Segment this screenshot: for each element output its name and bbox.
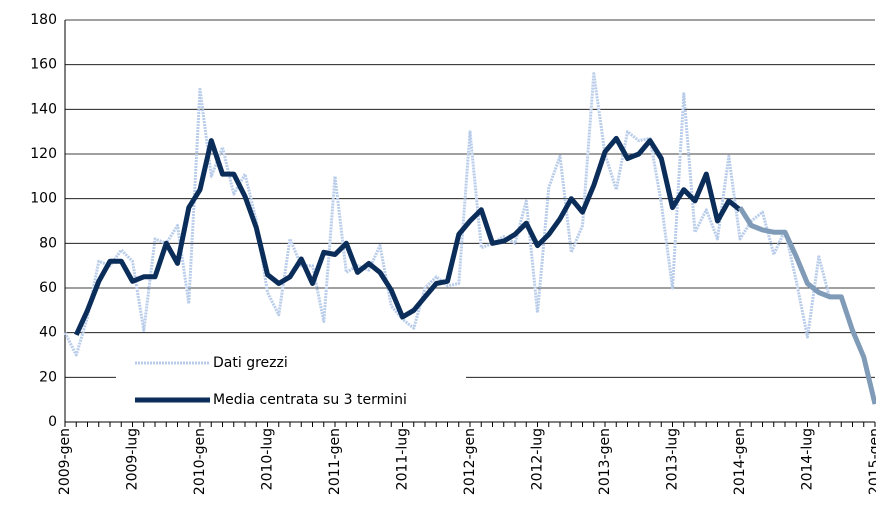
x-tick-label: 2012-gen bbox=[462, 428, 478, 495]
x-tick-label: 2014-gen bbox=[732, 428, 748, 495]
x-tick-label: 2010-gen bbox=[192, 428, 208, 495]
legend-label: Dati grezzi bbox=[213, 355, 288, 371]
x-tick-label: 2014-lug bbox=[800, 428, 816, 490]
y-tick-label: 40 bbox=[39, 325, 57, 341]
x-tick-label: 2015-gen bbox=[867, 428, 876, 495]
x-tick-label: 2011-gen bbox=[327, 428, 343, 495]
legend-label: Media centrata su 3 termini bbox=[213, 392, 407, 408]
y-tick-label: 60 bbox=[39, 280, 57, 296]
series-line bbox=[74, 135, 742, 336]
y-tick-label: 80 bbox=[39, 235, 57, 251]
y-tick-label: 160 bbox=[30, 57, 57, 73]
x-tick-label: 2010-lug bbox=[260, 428, 276, 490]
x-tick-label: 2012-lug bbox=[530, 428, 546, 490]
y-tick-label: 120 bbox=[30, 146, 57, 162]
x-tick-label: 2013-gen bbox=[597, 428, 613, 495]
y-tick-label: 140 bbox=[30, 101, 57, 117]
series-line bbox=[737, 206, 876, 405]
series-line bbox=[63, 72, 832, 357]
x-tick-label: 2011-lug bbox=[395, 428, 411, 490]
x-tick-label: 2009-lug bbox=[125, 428, 141, 490]
y-tick-label: 0 bbox=[48, 414, 57, 430]
x-tick-label: 2009-gen bbox=[57, 428, 73, 495]
x-tick-label: 2013-lug bbox=[665, 428, 681, 490]
y-tick-label: 100 bbox=[30, 191, 57, 207]
y-tick-label: 20 bbox=[39, 369, 57, 385]
y-tick-label: 180 bbox=[30, 12, 57, 28]
legend-box bbox=[116, 350, 466, 418]
